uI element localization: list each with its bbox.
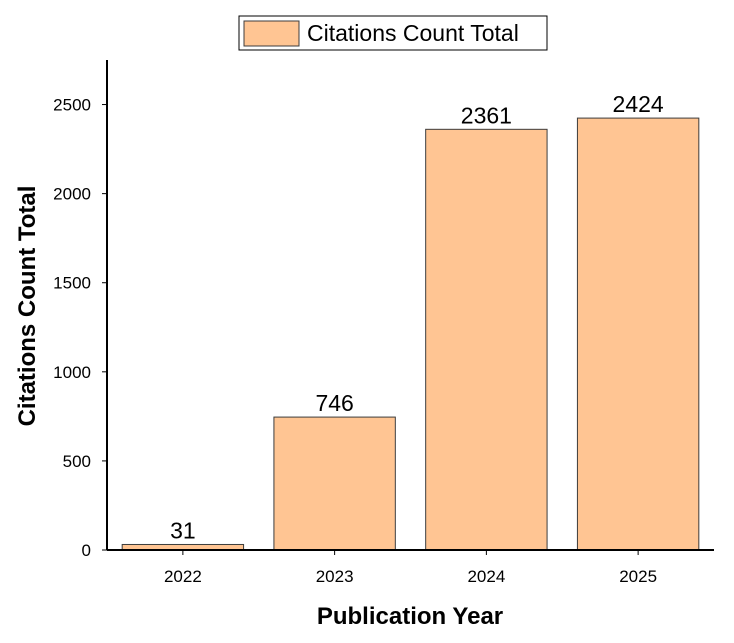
legend-label: Citations Count Total <box>307 20 519 46</box>
data-label-2022: 31 <box>170 517 196 543</box>
y-tick-label-0: 0 <box>82 541 91 560</box>
x-tick-label-2024: 2024 <box>467 567 505 586</box>
value-labels-group: 31 746 2361 2424 <box>170 91 664 543</box>
x-tick-label-2025: 2025 <box>619 567 657 586</box>
y-tick-label-2000: 2000 <box>53 185 91 204</box>
x-axis-title: Publication Year <box>317 603 503 630</box>
legend: Citations Count Total <box>238 15 548 51</box>
y-tick-label-500: 500 <box>63 452 91 471</box>
bar-2025 <box>576 117 700 551</box>
data-label-2023: 746 <box>315 390 353 416</box>
bar-2024 <box>425 128 548 551</box>
data-label-2025: 2424 <box>613 91 664 117</box>
x-axis: 2022 2023 2024 2025 <box>107 549 714 586</box>
x-tick-label-2023: 2023 <box>316 567 354 586</box>
legend-swatch <box>243 20 300 47</box>
y-tick-label-1500: 1500 <box>53 274 91 293</box>
data-label-2024: 2361 <box>461 102 512 128</box>
y-axis-title: Citations Count Total <box>14 186 41 427</box>
bars-group <box>121 117 700 551</box>
y-tick-label-2500: 2500 <box>53 96 91 115</box>
y-axis: 0 500 1000 1500 2000 2500 <box>53 60 108 560</box>
bar-2023 <box>273 416 396 551</box>
x-tick-label-2022: 2022 <box>164 567 202 586</box>
y-tick-label-1000: 1000 <box>53 363 91 382</box>
